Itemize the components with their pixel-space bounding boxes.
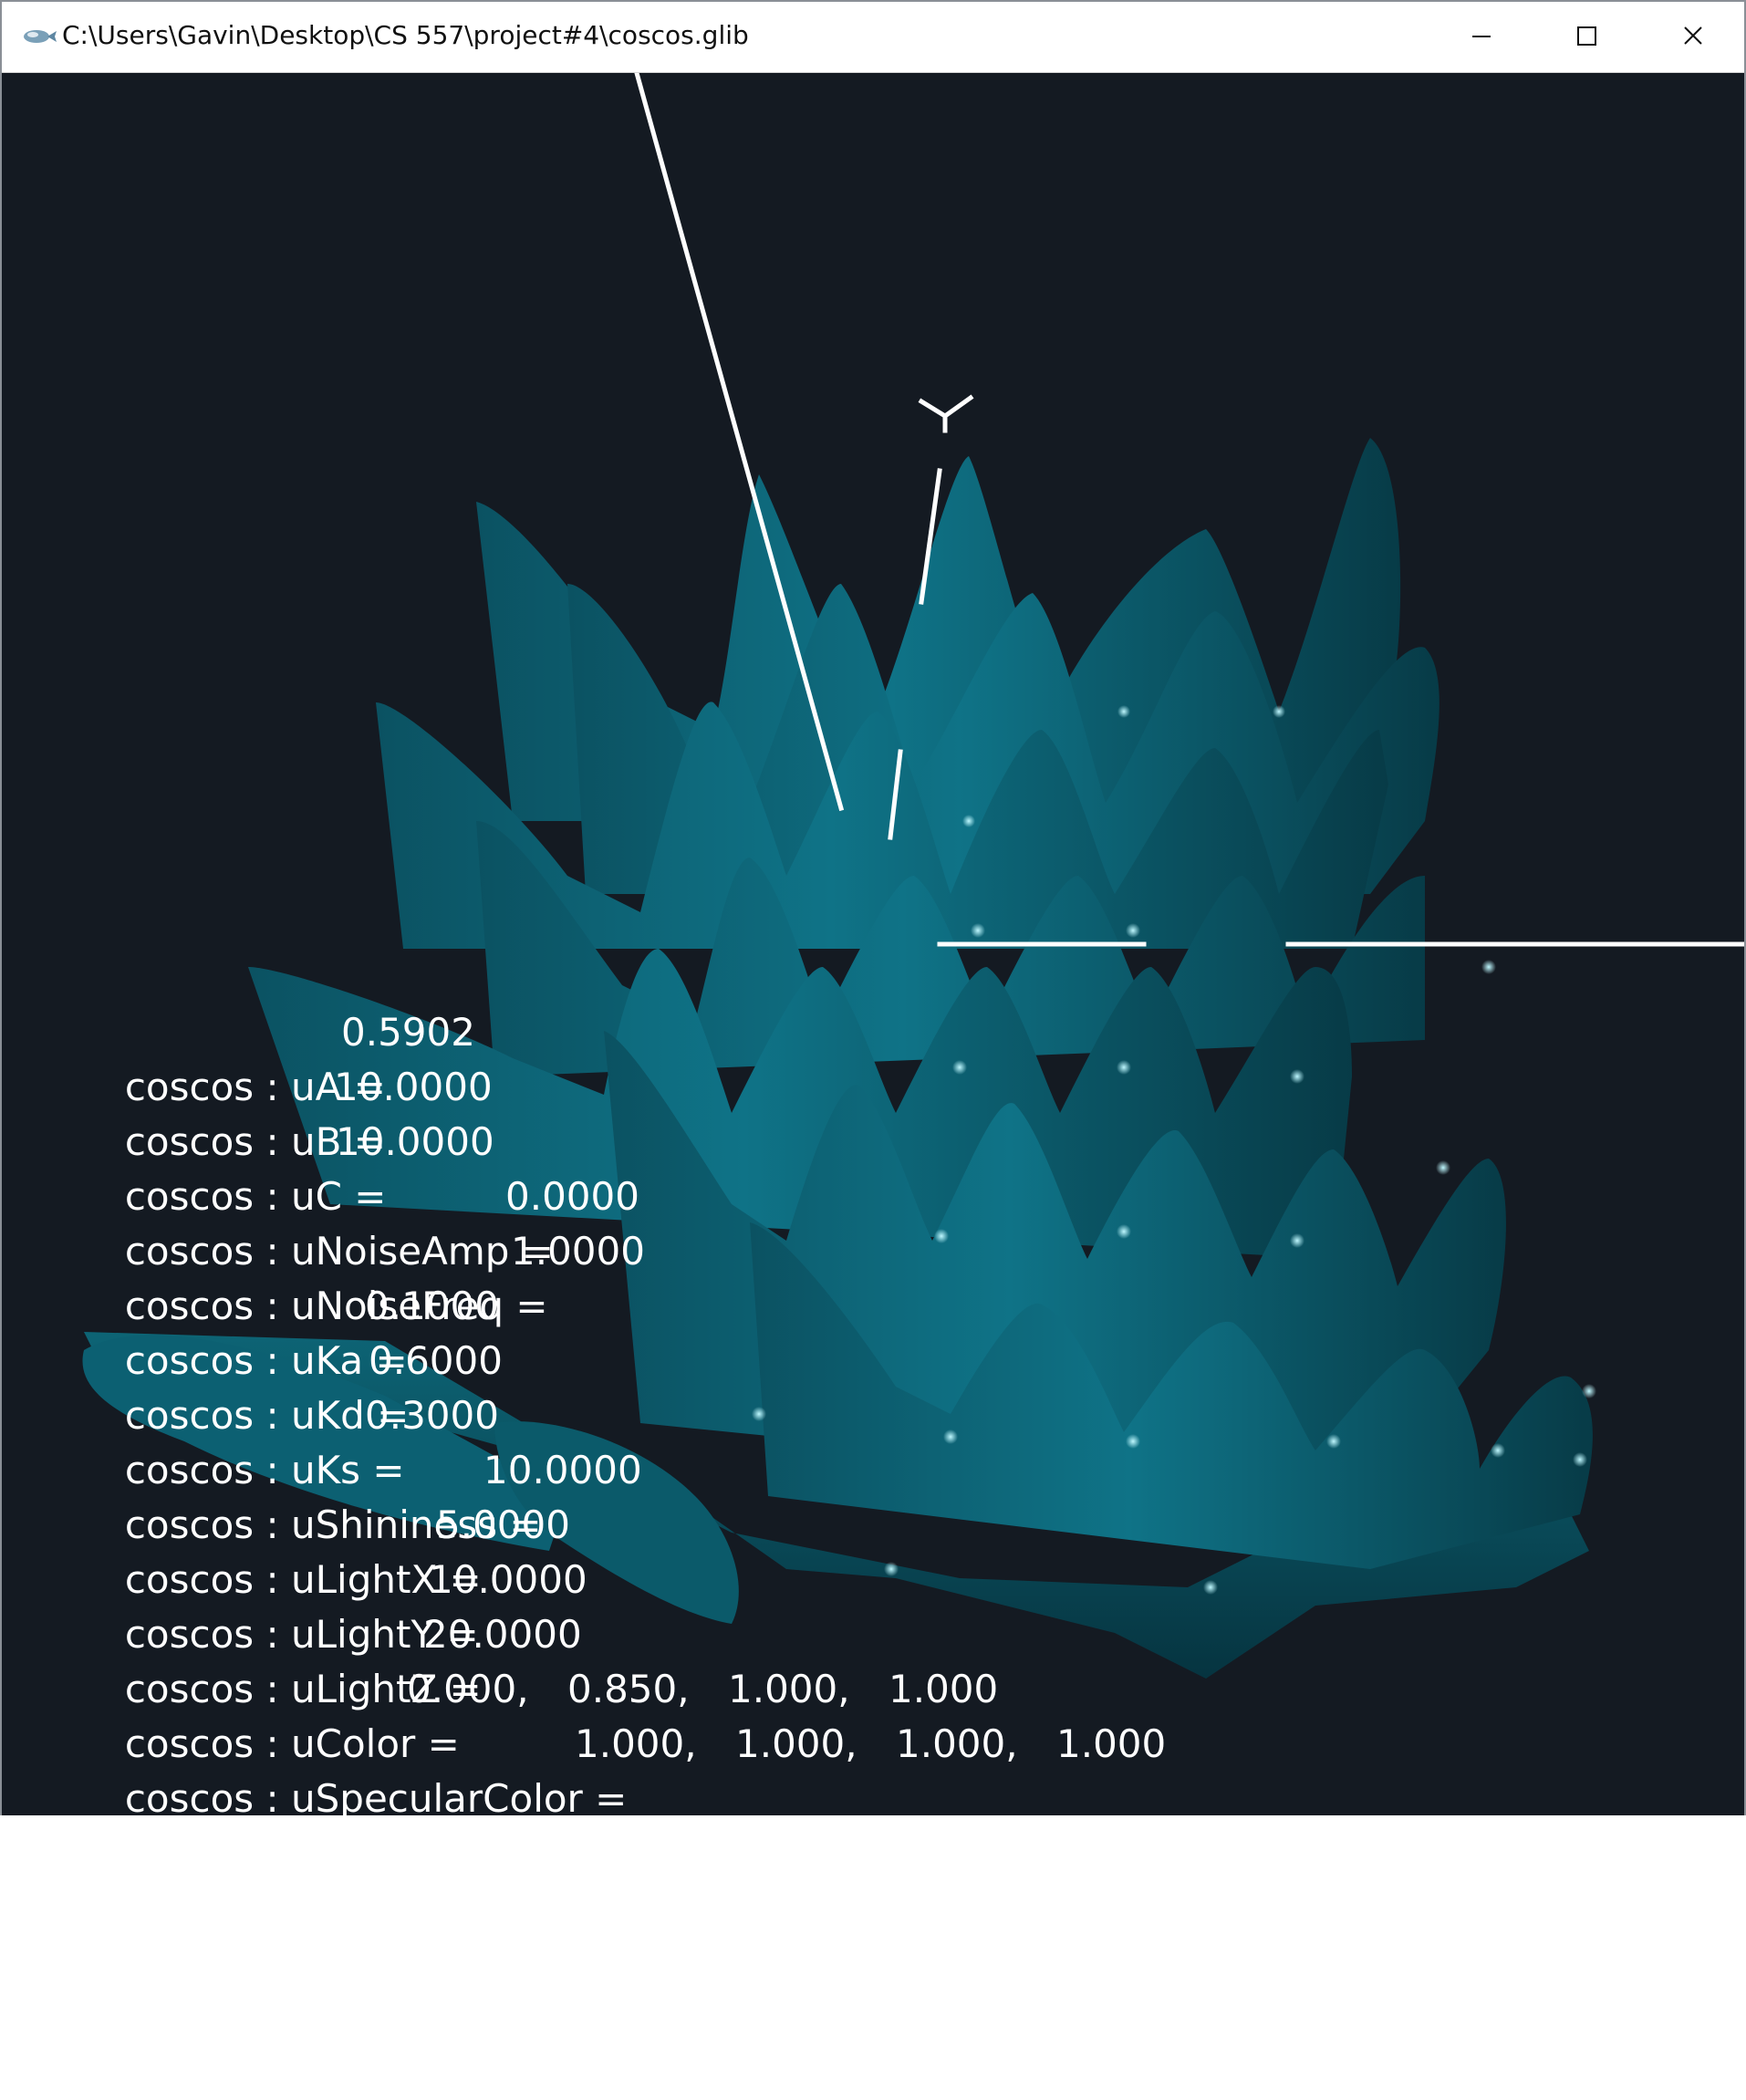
readout-uB: coscos : uB = 10.0000	[27, 1060, 493, 1164]
readout-value: 10.0000	[429, 1557, 587, 1602]
readout-label: coscos : uC =	[124, 1174, 387, 1219]
readout-value-a: 1.000	[1056, 1721, 1167, 1766]
readout-label: coscos : uA =	[124, 1065, 386, 1109]
readout-label: coscos : uKs =	[124, 1448, 405, 1492]
readout-label: coscos : uNoiseAmp =	[124, 1229, 554, 1274]
window-title: C:\Users\Gavin\Desktop\CS 557\project#4\…	[62, 20, 749, 50]
readout-label: coscos : uLightZ =	[124, 1667, 482, 1711]
readout-value: 0.0000	[505, 1174, 639, 1219]
readout-value: 0.6000	[369, 1338, 503, 1383]
axis-line-z	[634, 73, 845, 812]
readout-value: 10.0000	[334, 1065, 493, 1109]
readout-uA: coscos : uA = 0.5902	[27, 1005, 475, 1109]
readout-value-b: 1.000,	[896, 1721, 1018, 1766]
readout-value: 0.1000	[365, 1284, 499, 1328]
close-icon	[1684, 26, 1702, 45]
coordinate-axes	[634, 73, 1744, 947]
readout-uLightX: coscos : uLightX = 5.0000	[27, 1498, 570, 1602]
shader-uniform-readouts: coscos : uA = 0.5902 coscos : uB = 10.00…	[2, 73, 1744, 1821]
readout-uNoiseFreq: coscos : uNoiseFreq = 1.0000	[27, 1224, 645, 1328]
axis-line-y-lower	[888, 749, 903, 840]
y-axis-glyph	[918, 394, 974, 433]
title-bar[interactable]: C:\Users\Gavin\Desktop\CS 557\project#4\…	[2, 2, 1744, 73]
axis-line-y-upper	[919, 468, 942, 605]
app-window: C:\Users\Gavin\Desktop\CS 557\project#4\…	[0, 0, 1746, 1815]
readout-label: coscos : uColor =	[124, 1721, 460, 1766]
readout-value-b: 1.000,	[728, 1667, 850, 1711]
readout-value: 0.3000	[365, 1393, 499, 1438]
readout-label: coscos : uKd =	[124, 1393, 410, 1438]
readout-value: 5.0000	[436, 1502, 570, 1547]
readout-value-a: 1.000	[889, 1667, 999, 1711]
minimize-icon	[1472, 36, 1491, 37]
readout-uKd: coscos : uKd = 0.6000	[27, 1334, 503, 1438]
readout-uC: coscos : uC = 10.0000	[27, 1115, 494, 1219]
close-button[interactable]	[1640, 2, 1746, 72]
readout-uShininess: coscos : uShininess = 10.0000	[27, 1443, 642, 1547]
readout-uColor: coscos : uColor = 0.000, 0.850, 1.000, 1…	[27, 1662, 998, 1766]
readout-value-r: 0.000,	[407, 1667, 529, 1711]
readout-label: coscos : uSpecularColor =	[124, 1776, 628, 1821]
maximize-icon	[1577, 26, 1596, 46]
coscos-surface-render	[82, 73, 1744, 1679]
readout-value-g: 0.850,	[567, 1667, 690, 1711]
maximize-button[interactable]	[1534, 2, 1640, 72]
minimize-button[interactable]	[1429, 2, 1534, 72]
readout-uLightZ: coscos : uLightZ = 20.0000	[27, 1607, 582, 1711]
readout-uLightY: coscos : uLightY = 10.0000	[27, 1553, 587, 1657]
opengl-viewport[interactable]: coscos : uA = 0.5902 coscos : uB = 10.00…	[2, 73, 1744, 1821]
glman-app-icon	[24, 30, 57, 43]
readout-value-r: 1.000,	[575, 1721, 697, 1766]
readout-uKs: coscos : uKs = 0.3000	[27, 1388, 499, 1492]
readout-label: coscos : uNoiseFreq =	[124, 1284, 548, 1328]
readout-value-g: 1.000,	[735, 1721, 857, 1766]
readout-uSpecularColor: coscos : uSpecularColor = 1.000, 1.000, …	[27, 1717, 1166, 1821]
readout-label: coscos : uLightY =	[124, 1612, 479, 1657]
readout-value: 10.0000	[336, 1119, 494, 1164]
readout-value: 20.0000	[423, 1612, 582, 1657]
readout-value: 1.0000	[511, 1229, 645, 1274]
readout-value: 10.0000	[483, 1448, 642, 1492]
readout-label: coscos : uB =	[124, 1119, 386, 1164]
readout-uKa: coscos : uKa = 0.1000	[27, 1279, 499, 1383]
readout-label: coscos : uShininess =	[124, 1502, 542, 1547]
readout-label: coscos : uKa =	[124, 1338, 408, 1383]
readout-value: 0.5902	[341, 1010, 475, 1055]
specular-highlights	[752, 705, 1596, 1595]
readout-label: coscos : uLightX =	[124, 1557, 482, 1602]
readout-uNoiseAmp: coscos : uNoiseAmp = 0.0000	[27, 1170, 639, 1274]
